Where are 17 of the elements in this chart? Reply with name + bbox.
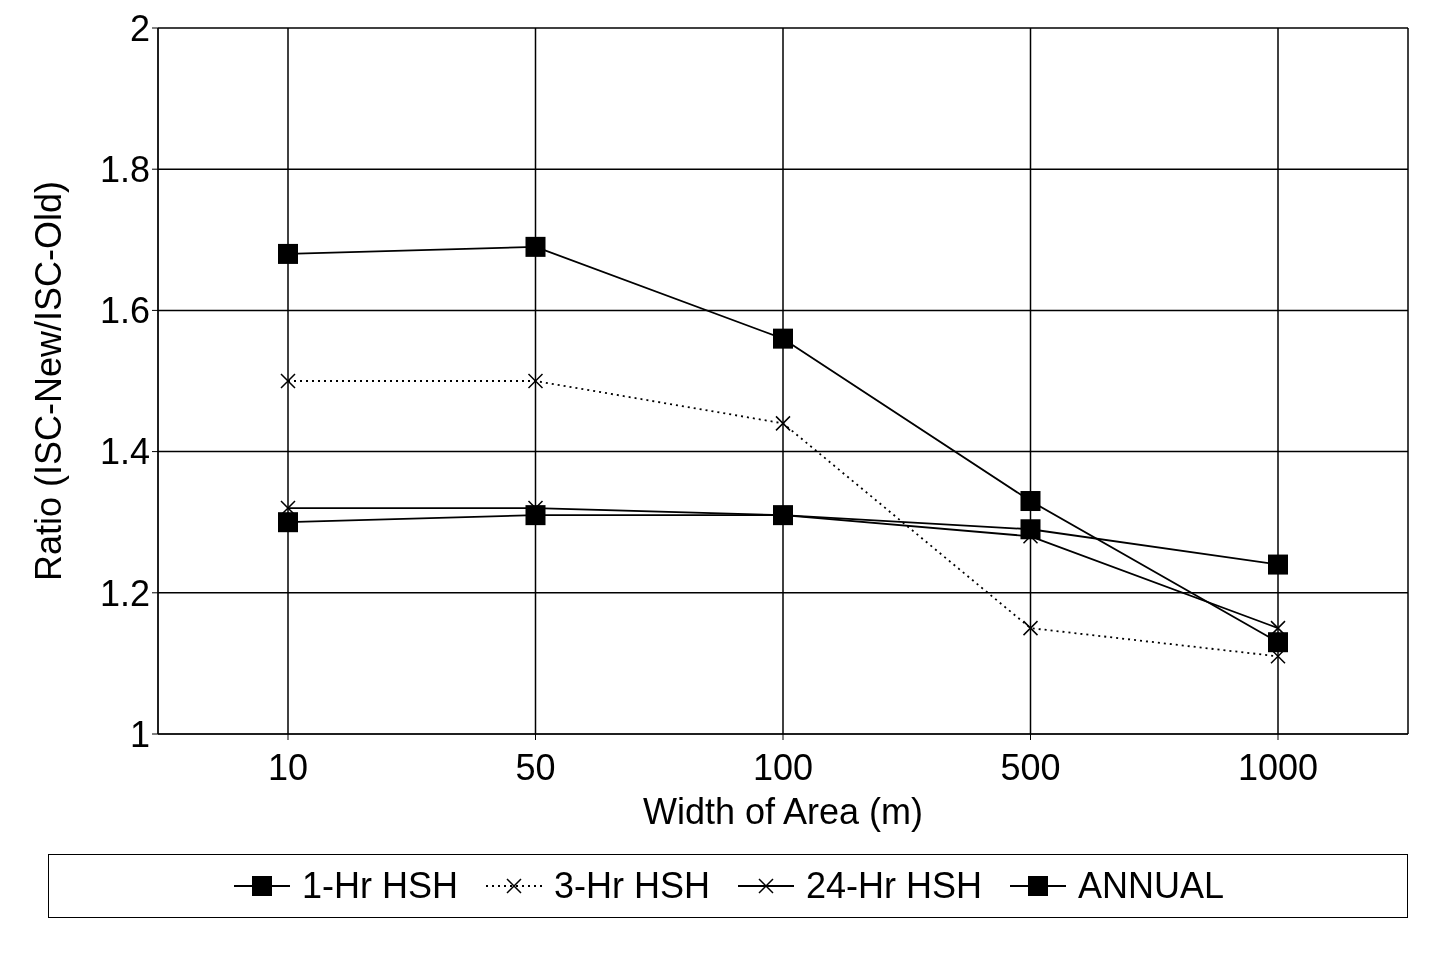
y-tick-label: 2 xyxy=(129,7,150,49)
x-tick-label: 50 xyxy=(515,746,556,788)
x-tick-label: 1000 xyxy=(1237,746,1319,788)
y-tick-label: 1.4 xyxy=(99,431,150,473)
y-tick-label: 1 xyxy=(129,713,150,755)
x-tick-label: 10 xyxy=(267,746,309,788)
y-tick-label: 1.6 xyxy=(99,290,150,332)
legend-label: 3-Hr HSH xyxy=(553,865,710,907)
legend-label: 24-Hr HSH xyxy=(805,865,982,907)
x-axis-title: Width of Area (m) xyxy=(642,791,924,832)
legend-label: 1-Hr HSH xyxy=(301,865,458,907)
y-tick-label: 1.8 xyxy=(99,148,150,190)
y-axis-title: Ratio (ISC-New/ISC-Old) xyxy=(27,180,69,582)
x-tick-label: 100 xyxy=(752,746,814,788)
y-tick-label: 1.2 xyxy=(99,572,150,614)
legend-label: ANNUAL xyxy=(1078,865,1225,907)
x-tick-label: 500 xyxy=(1000,746,1061,788)
